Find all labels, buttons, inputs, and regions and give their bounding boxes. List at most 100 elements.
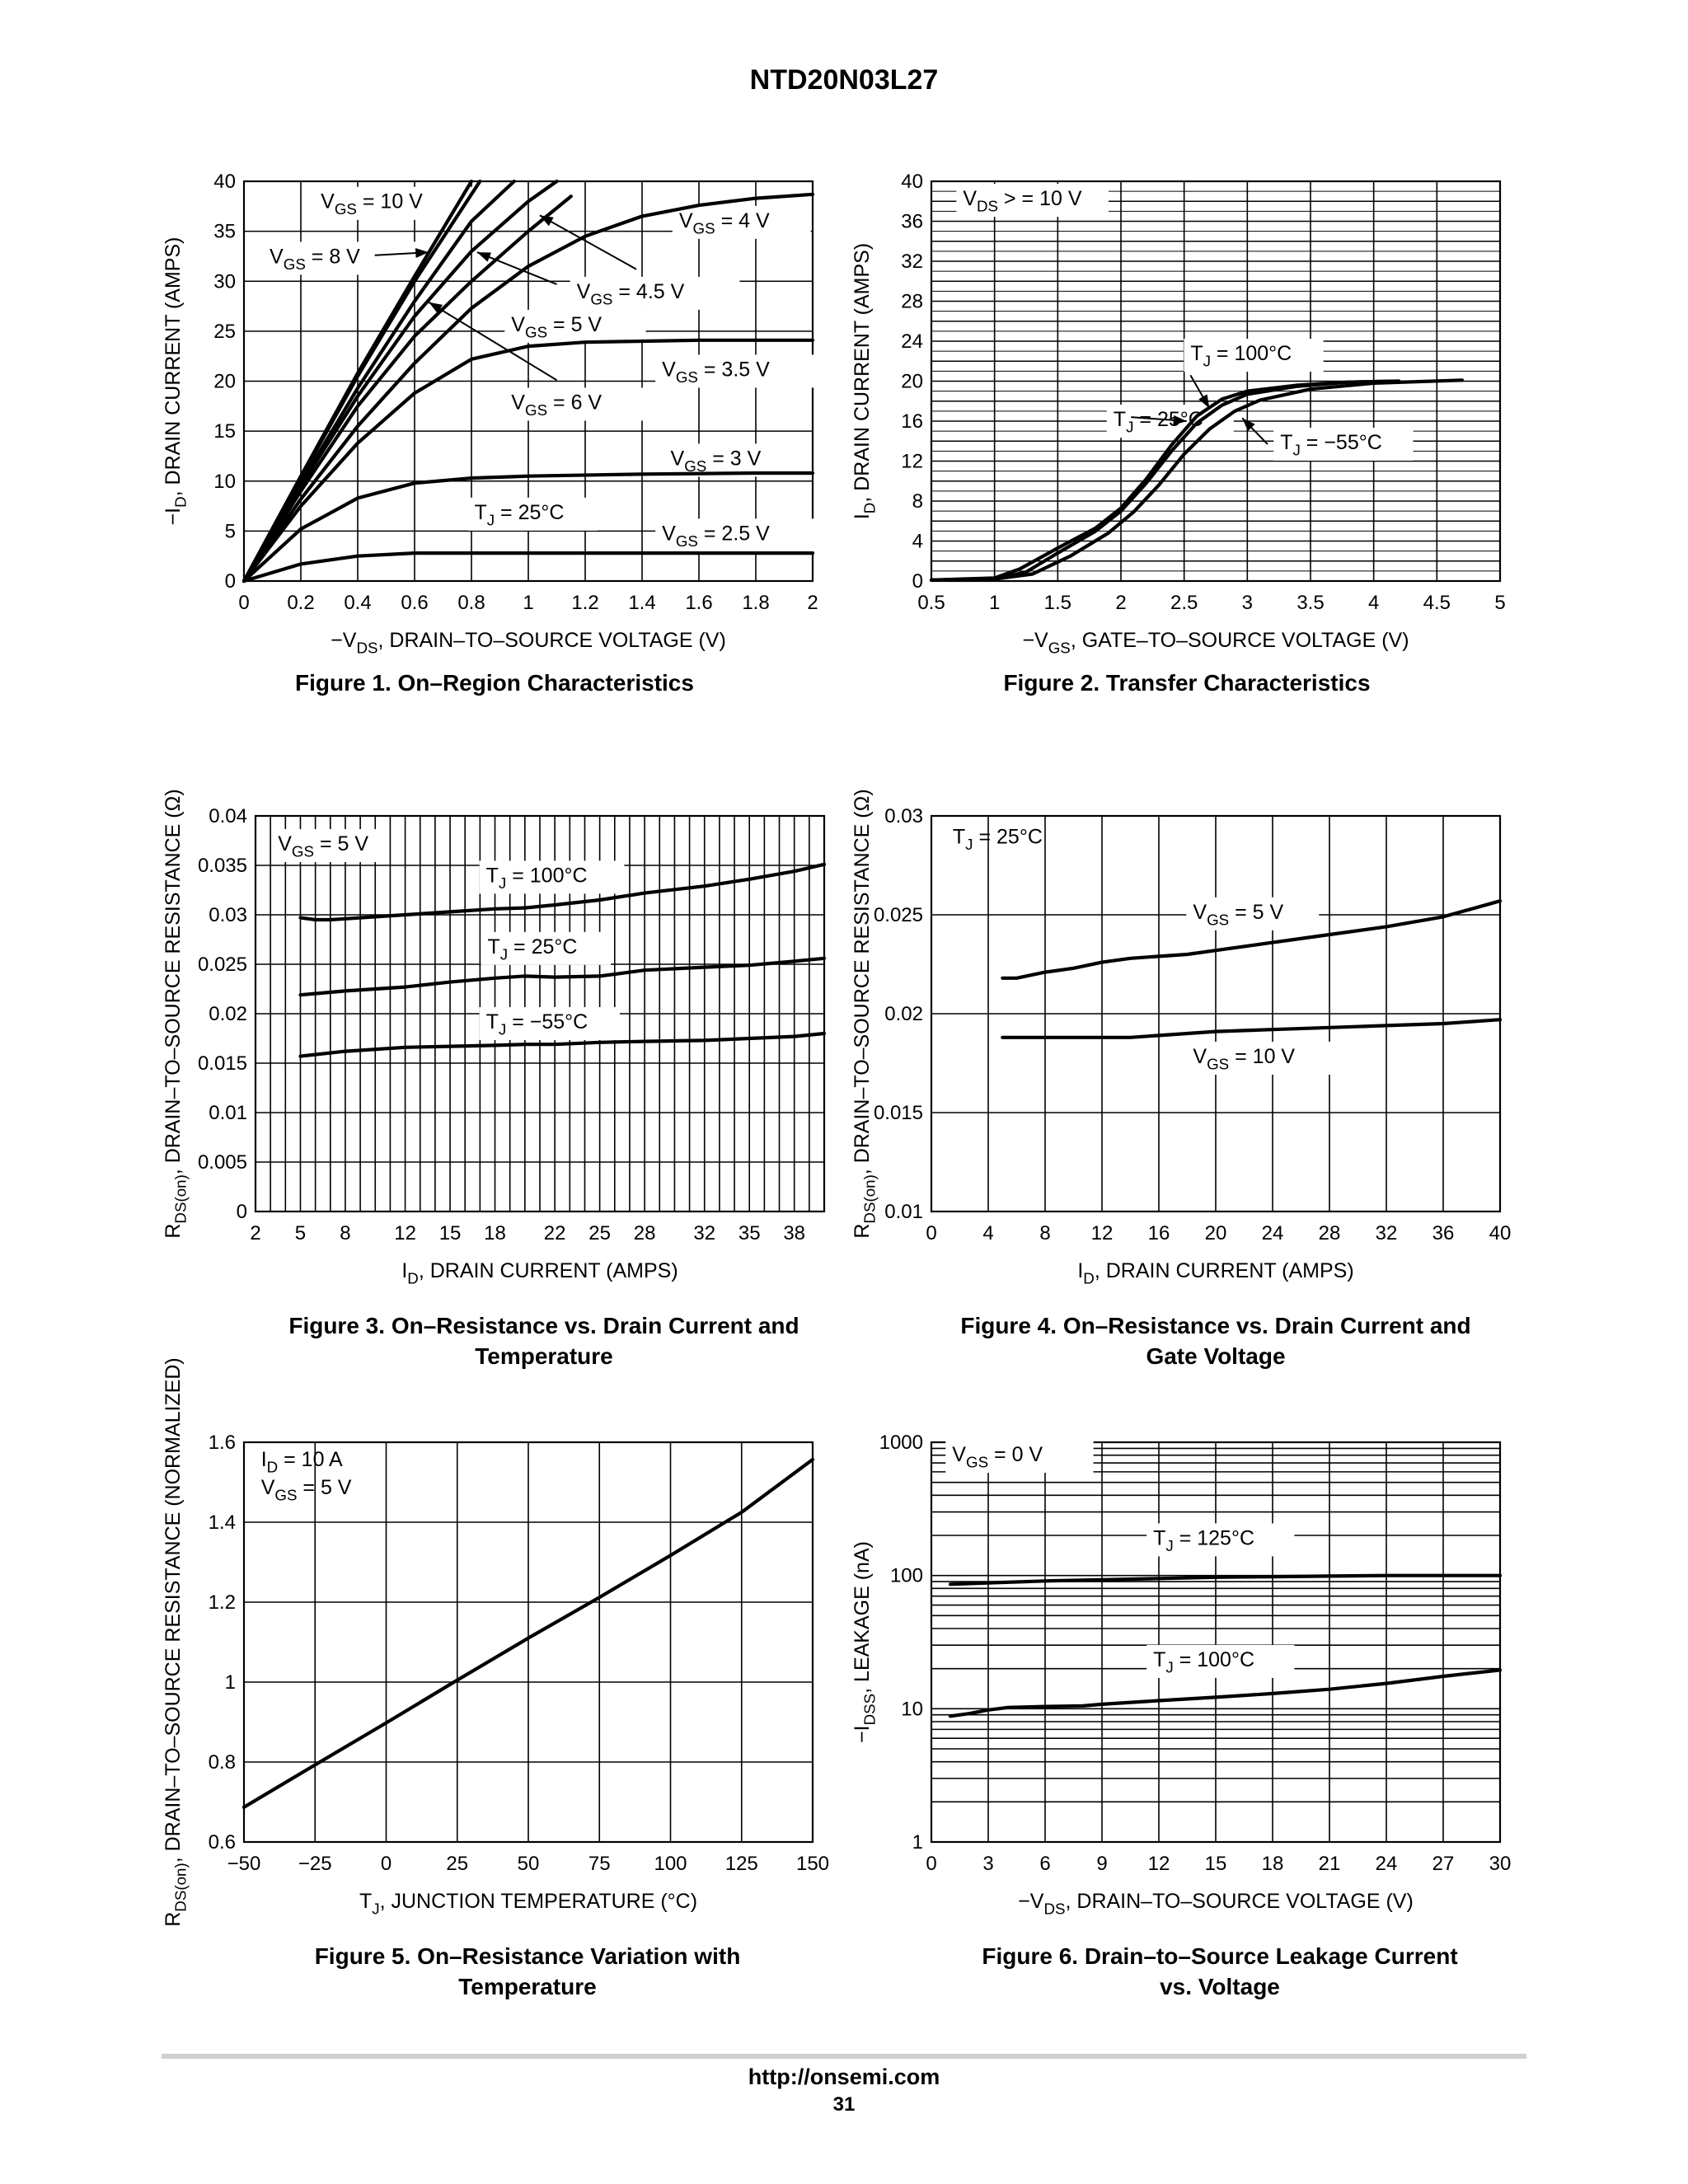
- x-tick-label: 12: [1148, 1853, 1170, 1875]
- x-tick-label: 4: [1368, 592, 1379, 614]
- y-tick-label: 0: [225, 570, 236, 593]
- x-tick-label: 0.6: [401, 592, 428, 614]
- annotation-arrow: [539, 214, 637, 270]
- x-tick-label: 30: [1489, 1853, 1512, 1875]
- x-tick-label: 18: [484, 1222, 506, 1244]
- y-tick-label: 5: [225, 520, 236, 542]
- curve-label: VGS = 10 V: [1193, 1045, 1295, 1073]
- footer-url: http://onsemi.com: [748, 2064, 940, 2089]
- y-tick-label: 35: [213, 221, 236, 243]
- figure-3-chart: 2 5 8 12 15 18 22 25 28 32 35 38 0 0.005 0.01 0.015 0.02…: [124, 789, 865, 1385]
- y-tick-label: 0.005: [198, 1151, 247, 1174]
- x-tick-label: 16: [1148, 1222, 1170, 1244]
- label-background: [504, 387, 646, 421]
- x-tick-label: 24: [1262, 1222, 1284, 1244]
- series-line: [948, 1573, 1503, 1586]
- y-tick-label: 28: [901, 291, 923, 313]
- x-tick-label: 38: [783, 1222, 805, 1244]
- x-tick-label: 50: [518, 1853, 540, 1875]
- x-tick-label: 25: [588, 1222, 611, 1244]
- x-tick-label: 2: [1115, 592, 1126, 614]
- x-tick-label: 27: [1432, 1853, 1455, 1875]
- curve-label: VGS = 5 V: [278, 832, 368, 860]
- x-tick-label: 3.5: [1296, 592, 1324, 614]
- figure-5-caption: Figure 5. On–Resistance Variation with T…: [157, 1941, 898, 2002]
- x-tick-label: 3: [1242, 592, 1253, 614]
- annotation-arrowhead: [476, 252, 491, 262]
- y-tick-label: 0.015: [874, 1102, 923, 1124]
- y-tick-label: 1.2: [209, 1591, 236, 1614]
- figure-4-chart: 0 4 8 12 16 20 24 28 32 36 40 0.01 0.015 0.02 0.025 0.0…: [816, 789, 1558, 1385]
- x-axis-label: ID, DRAIN CURRENT (AMPS): [401, 1259, 678, 1287]
- x-tick-label: 24: [1376, 1853, 1398, 1875]
- curve-label: VGS = 4 V: [679, 209, 770, 237]
- y-tick-label: 16: [901, 410, 923, 433]
- annotation-arrowhead: [1242, 418, 1255, 432]
- figure-6-caption-line: Figure 6. Drain–to–Source Leakage Curren…: [982, 1943, 1458, 1969]
- y-tick-label: 0.6: [209, 1831, 236, 1854]
- x-tick-label: −50: [227, 1853, 261, 1875]
- y-tick-label: 1.4: [209, 1511, 236, 1534]
- curve-label: VGS = 3.5 V: [662, 358, 770, 386]
- x-tick-label: 22: [544, 1222, 566, 1244]
- x-tick-label: −25: [298, 1853, 332, 1875]
- y-axis-label-group: RDS(on), DRAIN–TO–SOURCE RESISTANCE (Ω): [851, 789, 879, 1238]
- chart-svg: 0.5 1 1.5 2 2.5 3 3.5 4 4.5 5 0 4 8 12 16 20 24 28 32 36 40 −…: [851, 171, 1506, 657]
- annotation-arrowhead: [1173, 415, 1187, 425]
- y-axis-label: RDS(on), DRAIN–TO–SOURCE RESISTANCE (Ω): [162, 789, 190, 1238]
- figure-6-caption: Figure 6. Drain–to–Source Leakage Curren…: [849, 1941, 1591, 2002]
- x-tick-label: 3: [982, 1853, 993, 1875]
- series-line: [298, 1031, 827, 1058]
- curve-label: VGS = 8 V: [270, 245, 360, 273]
- figure-3-caption-line: Temperature: [475, 1343, 613, 1369]
- curve-label: TJ = 25°C: [1114, 408, 1203, 436]
- y-axis-label-group: ID, DRAIN CURRENT (AMPS): [851, 243, 879, 519]
- y-tick-label: 1: [225, 1671, 236, 1694]
- series-line: [929, 378, 1465, 582]
- gridlines: [931, 1442, 1500, 1842]
- series-line: [1001, 1018, 1503, 1039]
- x-axis-label: −VGS, GATE–TO–SOURCE VOLTAGE (V): [1022, 629, 1409, 657]
- label-background: [945, 1440, 1094, 1474]
- page-title: NTD20N03L27: [749, 64, 939, 96]
- x-tick-label: 32: [1376, 1222, 1398, 1244]
- y-axis-label: RDS(on), DRAIN–TO–SOURCE RESISTANCE (Ω): [851, 789, 879, 1238]
- y-tick-label: 10: [213, 471, 236, 493]
- series-line: [948, 1668, 1503, 1718]
- curve-label: VGS = 0 V: [952, 1443, 1043, 1471]
- chart-svg: 2 5 8 12 15 18 22 25 28 32 35 3800.0050.010.0150.02…: [162, 789, 827, 1287]
- figure-5-caption-line: Figure 5. On–Resistance Variation with: [314, 1943, 741, 1969]
- figure-5-caption-line: Temperature: [458, 1974, 597, 1999]
- x-tick-label: 20: [1205, 1222, 1227, 1244]
- x-tick-label: 0.8: [457, 592, 485, 614]
- curve-label: VGS = 5 V: [511, 313, 602, 341]
- y-tick-label: 1.6: [209, 1432, 236, 1454]
- figure-1-caption-line: Figure 1. On–Region Characteristics: [295, 670, 694, 696]
- y-axis-label-group: −ID, DRAIN CURRENT (AMPS): [162, 237, 190, 526]
- label-background: [1186, 1042, 1334, 1075]
- y-tick-label: 15: [213, 420, 236, 443]
- y-tick-label: 100: [890, 1565, 923, 1587]
- curve-label: TJ = 25°C: [487, 935, 577, 963]
- x-tick-label: 1.2: [571, 592, 598, 614]
- y-tick-label: 8: [912, 490, 923, 513]
- curve-label: TJ = −55°C: [1280, 431, 1382, 459]
- y-tick-label: 1000: [879, 1432, 923, 1454]
- plot-frame: [242, 1441, 814, 1844]
- label-background: [479, 860, 625, 894]
- y-tick-label: 30: [213, 270, 236, 293]
- x-axis-label: ID, DRAIN CURRENT (AMPS): [1077, 1259, 1353, 1287]
- gridlines: [244, 1442, 813, 1842]
- footer-divider: [162, 2054, 1526, 2059]
- y-tick-label: 0.02: [884, 1003, 923, 1025]
- y-tick-label: 12: [901, 451, 923, 473]
- series-line: [298, 862, 827, 922]
- annotation-arrowhead: [415, 247, 429, 258]
- series-line: [241, 551, 815, 583]
- y-tick-label: 0.03: [209, 904, 247, 926]
- figure-1-caption: Figure 1. On–Region Characteristics: [124, 668, 865, 698]
- y-tick-label: 0.01: [209, 1102, 247, 1124]
- curve-label: TJ = 100°C: [1153, 1648, 1254, 1676]
- x-tick-label: 6: [1039, 1853, 1050, 1875]
- curve-label: TJ = 100°C: [486, 864, 588, 892]
